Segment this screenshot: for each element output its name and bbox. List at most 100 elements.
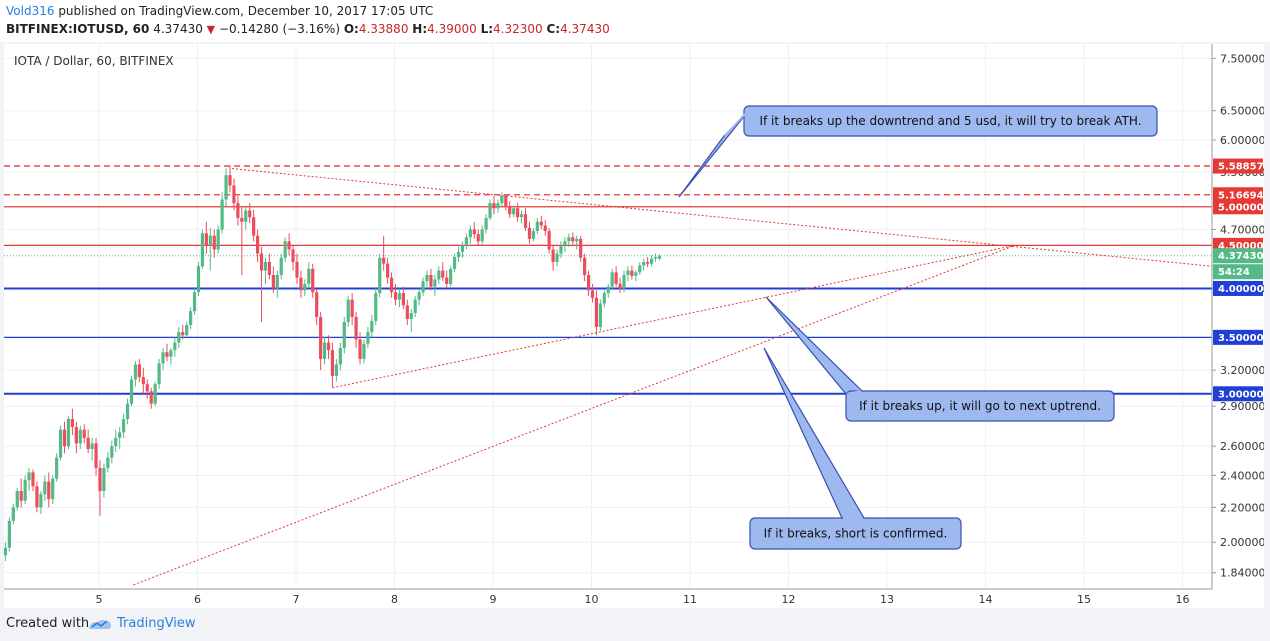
badge-text: 3.00000 [1218,389,1264,400]
candle-body [527,227,532,239]
candle [326,335,331,359]
candle-body [74,426,78,444]
candle [196,261,201,296]
candle [94,437,98,476]
candle-body [106,457,110,468]
candle-body [389,277,394,293]
candle [500,192,504,207]
candle-body [283,241,287,258]
candle [35,481,39,513]
candle-body [433,279,437,287]
badge-text: 5.58857 [1218,162,1264,173]
candle [484,214,488,234]
price-chart[interactable]: If it breaks up the downtrend and 5 usd,… [4,44,1264,608]
candle-body [244,210,248,222]
candle-body [295,261,299,278]
high-label: H: [412,22,428,36]
candle-body [19,491,23,501]
candle-body [571,237,575,242]
callout: If it breaks, short is confirmed. [749,347,962,550]
candle-body [437,270,441,280]
candle-body [66,419,71,447]
candle-body [366,332,370,344]
candle-body [267,261,272,275]
level-badge: 3.50000 [1213,329,1264,345]
candle [15,487,19,511]
candle [4,542,8,561]
candle [468,225,472,244]
badge-bg [1213,187,1263,203]
candle [110,440,114,464]
badge-bg [1213,248,1263,264]
candle [397,288,402,308]
candle-body [82,429,86,438]
candle [649,255,654,267]
candle-body [181,332,185,336]
candle [386,257,390,284]
candle [334,358,338,382]
candle [646,256,650,268]
candle-body [346,299,350,322]
candle [283,237,287,262]
candle-body [311,268,315,293]
candle [452,253,457,273]
callout-box [845,390,1115,422]
candle [11,504,15,525]
high-value: 4.39000 [427,22,477,36]
x-tick-label: 11 [683,593,697,606]
badge-bg [1213,386,1263,402]
candle [181,325,185,340]
callout: If it breaks up, it will go to next uptr… [765,296,1115,422]
candle-body [417,292,421,300]
badge-bg [1213,329,1263,345]
badge-text: 5.16694 [1218,190,1264,201]
candle [567,233,571,247]
badge-text: 5.00000 [1218,202,1264,213]
callouts: If it breaks up the downtrend and 5 usd,… [678,105,1158,550]
y-tick-label: 6.00000 [1220,134,1264,147]
candle-body [516,208,520,218]
candle-body [228,175,232,186]
candle-body [125,403,130,420]
candle [338,342,342,371]
candle-body [500,195,504,204]
candle-body [78,429,82,444]
candle-body [287,241,291,250]
candle [409,309,413,333]
badge-text: 54:24 [1218,267,1250,278]
candle [74,421,78,454]
candle-body [449,268,453,284]
candle [114,429,118,452]
candle-body [496,203,500,209]
candle-body [653,256,658,259]
tradingview-link[interactable]: TradingView [117,616,196,631]
author-link[interactable]: Vold316 [6,4,55,18]
candle-body [634,272,638,276]
candle-body [137,364,141,378]
candle-body [413,299,417,314]
candle [23,475,27,505]
candle-body [543,225,547,231]
candle-body [441,270,445,278]
candle [165,343,169,362]
candle [291,245,295,271]
candle-body [393,292,398,300]
candle [563,237,567,252]
candle [535,217,539,235]
candle-body [476,234,480,242]
candle [504,194,508,211]
candle-body [618,283,622,289]
candle [441,261,445,282]
candle [622,270,626,293]
candle-body [177,332,181,343]
candle-body [303,283,307,291]
candle [610,268,614,291]
candle [516,203,520,222]
badge-bg [1213,199,1263,215]
candle-body [598,303,602,328]
candle [259,246,264,322]
candle-body [421,281,425,293]
x-tick-label: 7 [293,593,300,606]
candle-body [646,261,650,264]
candle-body [614,272,618,284]
